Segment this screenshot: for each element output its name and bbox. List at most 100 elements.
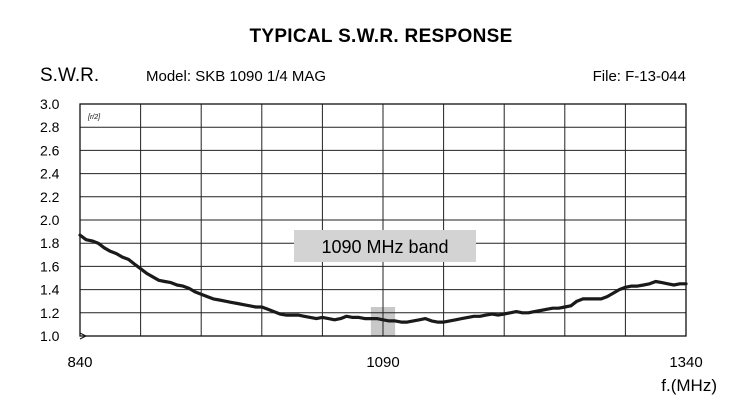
- swr-data-point: [297, 313, 300, 317]
- swr-data-point: [333, 318, 336, 321]
- swr-data-point: [345, 315, 348, 318]
- swr-data-point: [218, 298, 221, 302]
- swr-data-point: [109, 250, 112, 253]
- swr-data-point: [206, 295, 209, 298]
- swr-data-point: [551, 307, 554, 310]
- swr-data-point: [521, 311, 524, 314]
- swr-data-point: [339, 317, 342, 320]
- swr-data-point: [175, 283, 179, 287]
- swr-data-point: [454, 318, 457, 321]
- swr-data-point: [357, 316, 360, 319]
- swr-data-point: [478, 315, 482, 318]
- swr-data-point: [260, 305, 263, 309]
- swr-data-point: [636, 284, 639, 288]
- swr-data-point: [248, 304, 251, 307]
- swr-data-point: [381, 318, 385, 321]
- swr-data-point: [606, 295, 609, 298]
- swr-data-point: [127, 258, 130, 261]
- swr-data-point: [442, 320, 445, 324]
- x-tick-label: 1090: [366, 354, 399, 371]
- swr-data-point: [121, 255, 124, 259]
- swr-data-point: [157, 279, 160, 282]
- x-tick-label: 840: [67, 354, 92, 371]
- swr-data-point: [436, 320, 439, 324]
- swr-data-point: [78, 233, 82, 237]
- swr-data-point: [224, 300, 227, 303]
- swr-data-point: [303, 315, 306, 318]
- swr-data-point: [575, 300, 579, 303]
- swr-data-point: [484, 313, 488, 317]
- y-tick-label: 2.0: [40, 212, 60, 228]
- swr-data-point: [278, 312, 282, 316]
- swr-data-point: [139, 267, 142, 270]
- swr-data-point: [642, 283, 645, 287]
- swr-data-point: [351, 316, 354, 319]
- swr-data-point: [569, 304, 573, 307]
- swr-data-point: [648, 282, 651, 285]
- band-label-box: 1090 MHz band: [294, 230, 476, 262]
- swr-data-point: [103, 246, 106, 249]
- swr-data-point: [327, 317, 330, 320]
- y-tick-label: 1.8: [40, 235, 60, 251]
- y-axis-label: S.W.R.: [40, 65, 99, 86]
- file-label: File: F-13-044: [593, 68, 686, 85]
- model-label: Model: SKB 1090 1/4 MAG: [146, 68, 326, 85]
- swr-data-point: [145, 272, 148, 275]
- y-tick-label: 2.6: [40, 142, 60, 158]
- swr-data-point: [236, 302, 239, 305]
- swr-data-point: [90, 239, 94, 243]
- y-tick-label: 1.0: [40, 328, 60, 344]
- y-tick-label: 3.0: [40, 96, 60, 112]
- swr-data-point: [593, 297, 597, 301]
- swr-data-point: [557, 307, 560, 310]
- swr-data-point: [200, 293, 203, 296]
- swr-data-point: [242, 303, 245, 306]
- swr-data-point: [193, 290, 197, 294]
- swr-series-points: [78, 233, 688, 324]
- chart-title: TYPICAL S.W.R. RESPONSE: [249, 26, 512, 47]
- swr-data-point: [563, 305, 566, 309]
- swr-data-point: [666, 282, 669, 285]
- swr-data-point: [630, 284, 633, 288]
- corner-mark: [r/2]: [87, 114, 101, 121]
- swr-data-point: [212, 297, 215, 301]
- swr-data-point: [230, 301, 233, 304]
- swr-data-point: [309, 316, 312, 319]
- y-tick-label: 1.6: [40, 258, 60, 274]
- swr-data-point: [460, 317, 463, 320]
- swr-data-point: [254, 305, 257, 309]
- swr-data-point: [684, 282, 688, 285]
- band-label: 1090 MHz band: [321, 237, 448, 257]
- swr-data-point: [400, 320, 403, 324]
- swr-data-point: [490, 312, 494, 316]
- swr-data-point: [539, 309, 542, 312]
- y-tick-labels: 1.0 1.2 1.4 1.6 1.8 2.0 2.2 2.4 2.6 2.8 3.0: [40, 96, 60, 344]
- swr-data-point: [290, 313, 294, 317]
- swr-data-point: [515, 310, 518, 313]
- swr-data-point: [618, 288, 621, 291]
- swr-data-point: [424, 317, 427, 320]
- x-tick-labels: 840 1090 1340: [67, 354, 702, 371]
- swr-data-point: [527, 311, 530, 314]
- swr-data-point: [418, 318, 421, 321]
- swr-data-point: [587, 297, 591, 301]
- corner-mark-box: [86, 110, 106, 121]
- swr-data-point: [660, 281, 663, 284]
- swr-data-point: [97, 242, 100, 245]
- y-tick-label: 2.4: [40, 166, 60, 182]
- swr-data-point: [133, 262, 136, 266]
- swr-data-point: [496, 313, 500, 317]
- band-label-background: [294, 230, 476, 262]
- swr-data-point: [472, 315, 476, 318]
- swr-data-point: [181, 284, 185, 288]
- swr-data-point: [600, 297, 603, 301]
- swr-data-point: [430, 319, 433, 323]
- swr-data-point: [624, 286, 627, 289]
- swr-data-point: [187, 287, 191, 290]
- swr-data-point: [266, 308, 270, 311]
- swr-data-point: [545, 308, 548, 311]
- swr-data-point: [509, 311, 512, 314]
- swr-data-point: [466, 316, 469, 319]
- swr-data-point: [406, 320, 409, 324]
- plot-frame: [79, 103, 687, 337]
